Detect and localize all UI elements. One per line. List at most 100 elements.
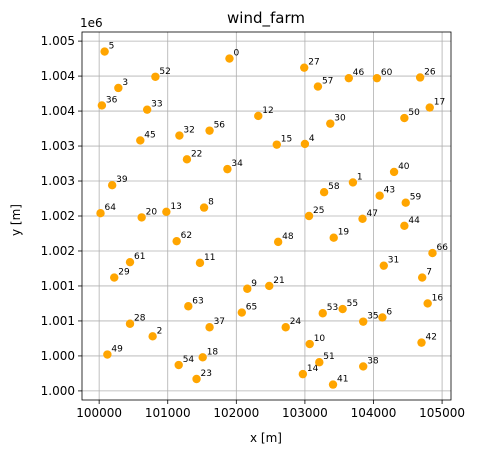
scatter-point bbox=[148, 332, 157, 341]
point-label: 52 bbox=[159, 67, 170, 77]
point-label: 26 bbox=[424, 67, 436, 77]
scatter-point bbox=[425, 103, 434, 112]
point-label: 0 bbox=[233, 49, 239, 59]
scatter-point bbox=[174, 360, 183, 370]
scatter-point bbox=[125, 319, 135, 328]
scatter-point bbox=[300, 63, 309, 72]
scatter-point bbox=[182, 155, 192, 164]
point-label: 58 bbox=[328, 182, 340, 192]
y-tick-label: 1.004 bbox=[41, 104, 75, 118]
point-label: 31 bbox=[388, 256, 399, 266]
scatter-point bbox=[417, 273, 427, 282]
y-tick-label: 1.000 bbox=[41, 384, 75, 398]
x-axis-label: x [m] bbox=[250, 431, 282, 445]
scatter-point bbox=[315, 358, 324, 367]
point-label: 14 bbox=[307, 364, 319, 374]
point-label: 56 bbox=[214, 121, 226, 131]
point-label: 8 bbox=[208, 198, 214, 208]
point-label: 33 bbox=[151, 100, 162, 110]
scatter-point bbox=[100, 47, 109, 56]
point-label: 27 bbox=[308, 58, 319, 68]
scatter-point bbox=[254, 111, 263, 121]
scatter-point bbox=[338, 304, 347, 314]
point-label: 9 bbox=[251, 279, 257, 289]
grid bbox=[82, 32, 451, 400]
scatter-point bbox=[300, 139, 310, 149]
scatter-point bbox=[273, 237, 283, 247]
y-tick-label: 1.001 bbox=[41, 314, 75, 328]
data-points: 0123456789101112131415161718192021222324… bbox=[96, 42, 448, 389]
scatter-point bbox=[329, 233, 338, 242]
point-label: 12 bbox=[262, 106, 273, 116]
point-label: 4 bbox=[309, 134, 315, 144]
point-label: 66 bbox=[436, 243, 448, 253]
scatter-point bbox=[400, 113, 409, 123]
point-label: 3 bbox=[122, 78, 128, 88]
scatter-point bbox=[359, 317, 368, 326]
y-tick-label: 1.005 bbox=[41, 34, 75, 48]
point-label: 65 bbox=[246, 303, 257, 313]
scatter-point bbox=[372, 73, 382, 83]
scatter-point bbox=[358, 214, 367, 223]
scatter-point bbox=[281, 323, 290, 332]
scatter-point bbox=[142, 105, 152, 114]
y-tick-label: 1.001 bbox=[41, 279, 75, 293]
point-label: 60 bbox=[381, 68, 393, 78]
point-label: 39 bbox=[116, 175, 128, 185]
point-label: 6 bbox=[386, 307, 392, 317]
scatter-point bbox=[319, 188, 329, 197]
point-label: 63 bbox=[192, 296, 203, 306]
scatter-point bbox=[97, 101, 107, 110]
point-label: 49 bbox=[111, 345, 123, 355]
scatter-point bbox=[379, 261, 388, 270]
scatter-point bbox=[313, 82, 323, 91]
scatter-point bbox=[243, 284, 252, 293]
y-tick-label: 1.003 bbox=[41, 139, 75, 153]
point-label: 44 bbox=[408, 216, 420, 226]
scatter-point bbox=[103, 350, 112, 359]
scatter-point bbox=[172, 236, 181, 246]
point-label: 46 bbox=[353, 68, 365, 78]
scatter-point bbox=[265, 281, 274, 291]
y-offset-label: 1e6 bbox=[80, 16, 103, 30]
scatter-point bbox=[344, 73, 354, 83]
scatter-point bbox=[326, 119, 335, 128]
point-label: 57 bbox=[322, 77, 333, 87]
point-label: 18 bbox=[207, 347, 219, 357]
x-tick-label: 101000 bbox=[145, 406, 191, 420]
x-tick-label: 104000 bbox=[351, 406, 397, 420]
scatter-point bbox=[375, 191, 384, 200]
point-label: 55 bbox=[347, 299, 358, 309]
scatter-point bbox=[96, 209, 105, 218]
point-label: 22 bbox=[191, 149, 202, 159]
scatter-point bbox=[401, 198, 410, 207]
scatter-point bbox=[298, 369, 308, 379]
scatter-point bbox=[378, 313, 387, 322]
point-label: 16 bbox=[432, 293, 444, 303]
point-label: 32 bbox=[183, 126, 194, 136]
point-label: 19 bbox=[338, 228, 350, 238]
point-label: 34 bbox=[231, 159, 243, 169]
point-label: 41 bbox=[337, 375, 348, 385]
point-label: 24 bbox=[290, 317, 302, 327]
y-tick-label: 1.000 bbox=[41, 349, 75, 363]
x-tick-label: 105000 bbox=[419, 406, 465, 420]
point-label: 40 bbox=[398, 162, 410, 172]
scatter-point bbox=[184, 302, 193, 311]
scatter-point bbox=[114, 83, 123, 93]
scatter-point bbox=[225, 54, 234, 63]
point-label: 15 bbox=[281, 135, 292, 145]
scatter-point bbox=[359, 362, 368, 371]
point-label: 54 bbox=[183, 355, 195, 365]
point-label: 38 bbox=[367, 356, 379, 366]
point-label: 62 bbox=[181, 231, 192, 241]
scatter-point bbox=[192, 374, 201, 384]
point-label: 45 bbox=[144, 130, 155, 140]
x-tick-label: 100000 bbox=[76, 406, 122, 420]
scatter-point bbox=[348, 178, 358, 187]
point-label: 36 bbox=[106, 95, 118, 105]
point-label: 28 bbox=[134, 314, 146, 324]
point-label: 13 bbox=[170, 202, 181, 212]
scatter-point bbox=[272, 140, 281, 149]
